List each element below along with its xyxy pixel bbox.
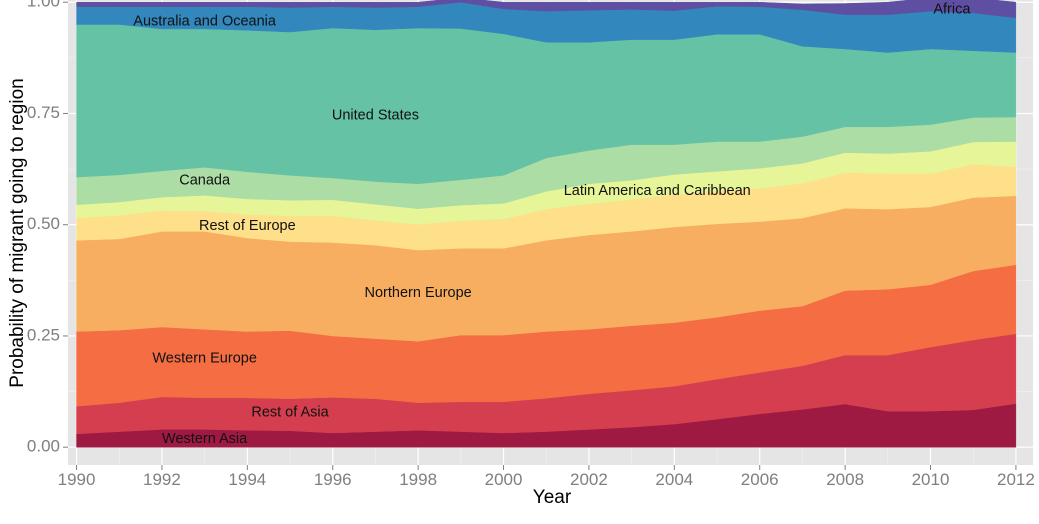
label-western-europe: Western Europe [152,350,257,366]
x-tick-label: 1998 [399,470,437,489]
area-africa [76,0,1017,19]
label-canada: Canada [179,172,231,188]
label-northern-europe: Northern Europe [365,285,472,301]
area-series [76,0,1017,448]
x-tick-label: 2008 [826,470,864,489]
x-tick-label: 2000 [485,470,523,489]
x-tick-label: 1994 [228,470,266,489]
x-tick-label: 2002 [570,470,608,489]
x-tick-label: 2012 [997,470,1035,489]
label-rest-of-europe: Rest of Europe [199,218,296,234]
x-tick-label: 1992 [143,470,181,489]
y-tick-label: 0.75 [27,103,60,122]
x-tick-label: 2006 [741,470,779,489]
x-tick-label: 1996 [314,470,352,489]
area-labels: Africa Australia and Oceania United States… [133,2,971,447]
y-axis-title: Probability of migrant going to region [7,78,28,387]
label-rest-of-asia: Rest of Asia [251,404,329,420]
y-axis-ticks: 0.00 0.25 0.50 0.75 1.00 [27,0,68,456]
label-africa: Africa [933,2,971,18]
y-tick-label: 0.25 [27,325,60,344]
x-tick-label: 2010 [912,470,950,489]
label-western-asia: Western Asia [162,431,248,447]
y-tick-label: 0.00 [27,437,60,456]
label-australia-and-oceania: Australia and Oceania [133,14,277,30]
label-latin-america-and-caribbean: Latin America and Caribbean [564,183,751,199]
x-axis-ticks: 1990 1992 1994 1996 1998 2000 2002 2004 2006 2008… [58,465,1035,489]
x-tick-label: 1990 [58,470,96,489]
x-axis-title: Year [533,487,572,508]
y-tick-label: 1.00 [27,0,60,11]
y-tick-label: 0.50 [27,214,60,233]
x-tick-label: 2004 [655,470,693,489]
label-united-states: United States [332,108,419,124]
